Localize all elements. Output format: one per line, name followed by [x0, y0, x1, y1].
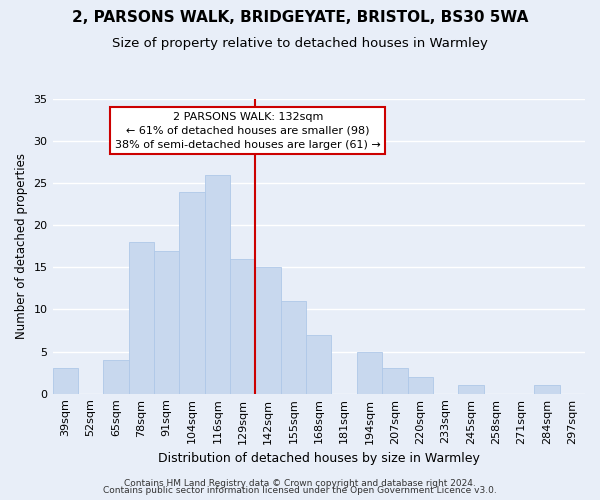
Bar — [357, 352, 382, 394]
Bar — [154, 250, 179, 394]
Bar — [53, 368, 78, 394]
Bar — [205, 175, 230, 394]
Bar — [103, 360, 128, 394]
Text: Contains public sector information licensed under the Open Government Licence v3: Contains public sector information licen… — [103, 486, 497, 495]
Text: Size of property relative to detached houses in Warmley: Size of property relative to detached ho… — [112, 38, 488, 51]
X-axis label: Distribution of detached houses by size in Warmley: Distribution of detached houses by size … — [158, 452, 480, 465]
Bar — [382, 368, 407, 394]
Bar — [458, 386, 484, 394]
Bar — [179, 192, 205, 394]
Bar — [256, 268, 281, 394]
Bar — [128, 242, 154, 394]
Bar — [534, 386, 560, 394]
Bar — [407, 377, 433, 394]
Text: 2, PARSONS WALK, BRIDGEYATE, BRISTOL, BS30 5WA: 2, PARSONS WALK, BRIDGEYATE, BRISTOL, BS… — [72, 10, 528, 25]
Text: Contains HM Land Registry data © Crown copyright and database right 2024.: Contains HM Land Registry data © Crown c… — [124, 478, 476, 488]
Y-axis label: Number of detached properties: Number of detached properties — [15, 154, 28, 340]
Text: 2 PARSONS WALK: 132sqm
← 61% of detached houses are smaller (98)
38% of semi-det: 2 PARSONS WALK: 132sqm ← 61% of detached… — [115, 112, 380, 150]
Bar — [281, 301, 306, 394]
Bar — [306, 334, 331, 394]
Bar — [230, 259, 256, 394]
